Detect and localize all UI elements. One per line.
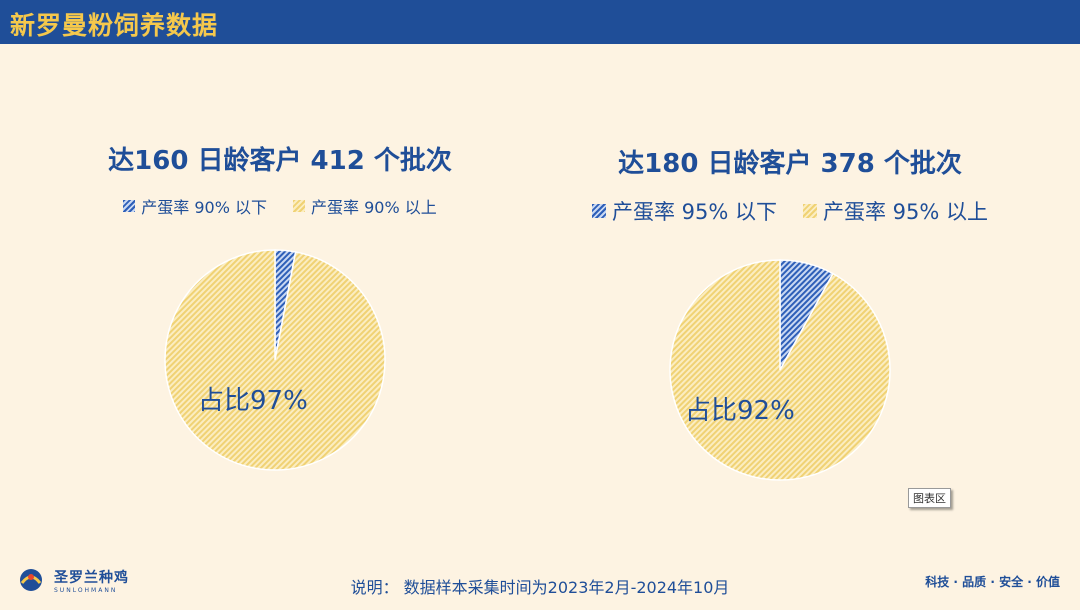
- pie-percentage-label: 占比92%: [685, 396, 795, 426]
- logo-mark-icon: [20, 569, 42, 591]
- pie-slice-above: [669, 259, 891, 481]
- chart-panel-180: 达180 日龄客户 378 个批次 产蛋率 95% 以下 产蛋率 95% 以上 …: [570, 130, 1010, 490]
- legend-swatch-blue: [591, 204, 606, 218]
- legend-item-below: 产蛋率 90% 以下: [123, 194, 267, 218]
- pie-chart: [164, 249, 386, 471]
- company-logo: 圣罗兰种鸡 SUNLOHMANN: [14, 566, 129, 594]
- legend-swatch-yellow: [803, 204, 817, 218]
- chart-legend: 产蛋率 95% 以下 产蛋率 95% 以上: [570, 196, 1010, 226]
- legend-item-below: 产蛋率 95% 以下: [591, 196, 777, 226]
- chart-title: 达180 日龄客户 378 个批次: [618, 149, 962, 179]
- pie-percentage-label: 占比97%: [198, 386, 308, 416]
- company-slogan: 科技 · 品质 · 安全 · 价值: [925, 575, 1060, 589]
- legend-label: 产蛋率 95% 以下: [611, 200, 777, 224]
- title-bar: 新罗曼粉饲养数据: [0, 0, 1080, 44]
- legend-label: 产蛋率 90% 以下: [141, 198, 267, 217]
- data-source-note: 说明： 数据样本采集时间为2023年2月-2024年10月: [350, 578, 730, 597]
- legend-label: 产蛋率 90% 以上: [311, 198, 437, 217]
- plot-area-tooltip: 图表区: [908, 488, 951, 508]
- chart-legend: 产蛋率 90% 以下 产蛋率 90% 以上: [80, 194, 480, 218]
- pie-slice-above: [164, 249, 386, 471]
- pie-chart: [669, 259, 891, 481]
- legend-swatch-yellow: [293, 200, 305, 212]
- chart-title: 达160 日龄客户 412 个批次: [108, 146, 452, 176]
- legend-item-above: 产蛋率 90% 以上: [293, 194, 437, 218]
- legend-label: 产蛋率 95% 以上: [823, 200, 989, 224]
- legend-item-above: 产蛋率 95% 以上: [803, 196, 988, 226]
- logo-name-cn: 圣罗兰种鸡: [54, 569, 129, 586]
- page-title: 新罗曼粉饲养数据: [10, 11, 219, 40]
- logo-name-en: SUNLOHMANN: [54, 586, 118, 594]
- legend-swatch-blue: [123, 200, 136, 212]
- chart-panel-160: 达160 日龄客户 412 个批次 产蛋率 90% 以下 产蛋率 90% 以上 …: [80, 130, 480, 490]
